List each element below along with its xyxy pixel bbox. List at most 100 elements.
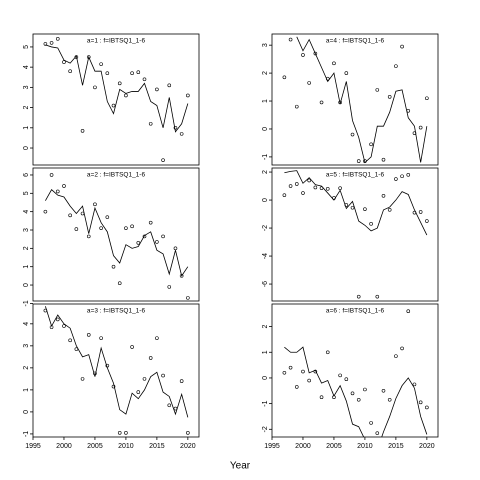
data-point (124, 93, 128, 98)
x-tick-label: 2000 (295, 443, 311, 450)
data-point (319, 100, 324, 105)
y-tick-label: 0 (23, 410, 30, 414)
plot-area (43, 37, 190, 162)
data-point (288, 184, 293, 188)
data-point (68, 69, 72, 73)
data-point (111, 264, 116, 269)
data-point (43, 42, 48, 46)
data-point (186, 431, 190, 435)
data-point (325, 187, 330, 191)
data-point (288, 37, 293, 42)
data-point (394, 177, 398, 181)
panel-frame (271, 303, 439, 438)
data-point (301, 53, 305, 57)
data-point (387, 397, 392, 402)
panel-frame (32, 33, 200, 166)
y-tick-label: -1 (262, 154, 269, 160)
data-point (319, 186, 324, 190)
data-point (99, 336, 103, 340)
data-point (369, 421, 373, 425)
y-tick-label: -1 (23, 300, 30, 306)
data-point (130, 224, 134, 229)
data-point (86, 55, 91, 59)
y-tick-label: 4 (23, 65, 30, 69)
data-point (282, 75, 287, 80)
panel-title: a=6 : f=IBTSQ1_1-6 (326, 308, 385, 315)
data-point (68, 338, 72, 343)
y-tick-label: 0 (23, 283, 30, 287)
y-tick-label: 2 (262, 325, 269, 329)
panel-frame (32, 167, 200, 302)
data-point (173, 246, 178, 251)
data-point (394, 64, 398, 68)
data-point (356, 397, 361, 402)
data-point (301, 191, 305, 195)
data-point (418, 400, 423, 405)
data-point (412, 131, 417, 135)
data-point (148, 121, 153, 126)
fit-line (45, 44, 189, 133)
data-point (387, 95, 392, 99)
data-point (117, 431, 122, 435)
data-point (179, 132, 184, 136)
y-tick-label: 4 (23, 210, 30, 214)
data-point (381, 157, 386, 162)
data-point (161, 158, 165, 162)
y-tick-label: 2 (23, 106, 30, 110)
data-point (350, 132, 355, 137)
x-tick-label: 2010 (357, 443, 373, 450)
x-tick-label: 2010 (118, 443, 134, 450)
y-tick-label: 0 (262, 376, 269, 380)
data-point (173, 406, 178, 411)
data-point (142, 77, 147, 82)
data-point (313, 51, 318, 56)
data-point (381, 194, 386, 198)
y-tick-label: 3 (23, 344, 30, 348)
data-point (307, 378, 311, 383)
data-point (350, 205, 355, 210)
panel: a=1 : f=IBTSQ1_1-6 0 1 2 3 4 5 (23, 33, 200, 166)
data-point (148, 356, 153, 360)
data-point (375, 294, 380, 299)
y-tick-label: 3 (23, 85, 30, 89)
data-point (394, 354, 398, 358)
data-point (381, 388, 386, 393)
data-point (43, 209, 48, 214)
data-point (332, 395, 336, 400)
panel: a=6 : f=IBTSQ1_1-6 -2 -1 0 1 2 1995 2000 2005 201… (262, 303, 439, 450)
data-point (142, 377, 147, 381)
y-tick-label: 1 (262, 99, 269, 103)
data-point (62, 324, 66, 328)
data-point (332, 61, 336, 66)
data-point (400, 44, 404, 49)
data-point (332, 196, 336, 200)
data-point (55, 189, 60, 194)
data-point (105, 363, 110, 368)
data-point (375, 431, 380, 435)
data-point (418, 210, 423, 214)
x-tick-label: 1995 (25, 443, 41, 450)
x-tick-label: 2020 (180, 443, 196, 450)
data-point (111, 103, 116, 108)
data-point (282, 193, 287, 197)
data-point (99, 62, 103, 66)
y-tick-label: -2 (262, 426, 269, 432)
x-tick-label: 2000 (56, 443, 72, 450)
data-point (86, 234, 91, 239)
data-point (167, 285, 172, 289)
data-point (363, 207, 367, 211)
data-point (43, 308, 48, 313)
y-tick-label: 2 (23, 366, 30, 370)
data-point (356, 294, 361, 299)
plot-area (282, 309, 429, 437)
data-point (74, 55, 79, 59)
panel-title: a=1 : f=IBTSQ1_1-6 (87, 38, 146, 45)
data-point (294, 104, 299, 109)
data-point (294, 385, 299, 389)
y-tick-label: 0 (23, 146, 30, 150)
data-point (74, 347, 79, 351)
y-tick-label: -2 (262, 225, 269, 231)
x-tick-label: 2020 (419, 443, 435, 450)
data-point (375, 88, 380, 92)
